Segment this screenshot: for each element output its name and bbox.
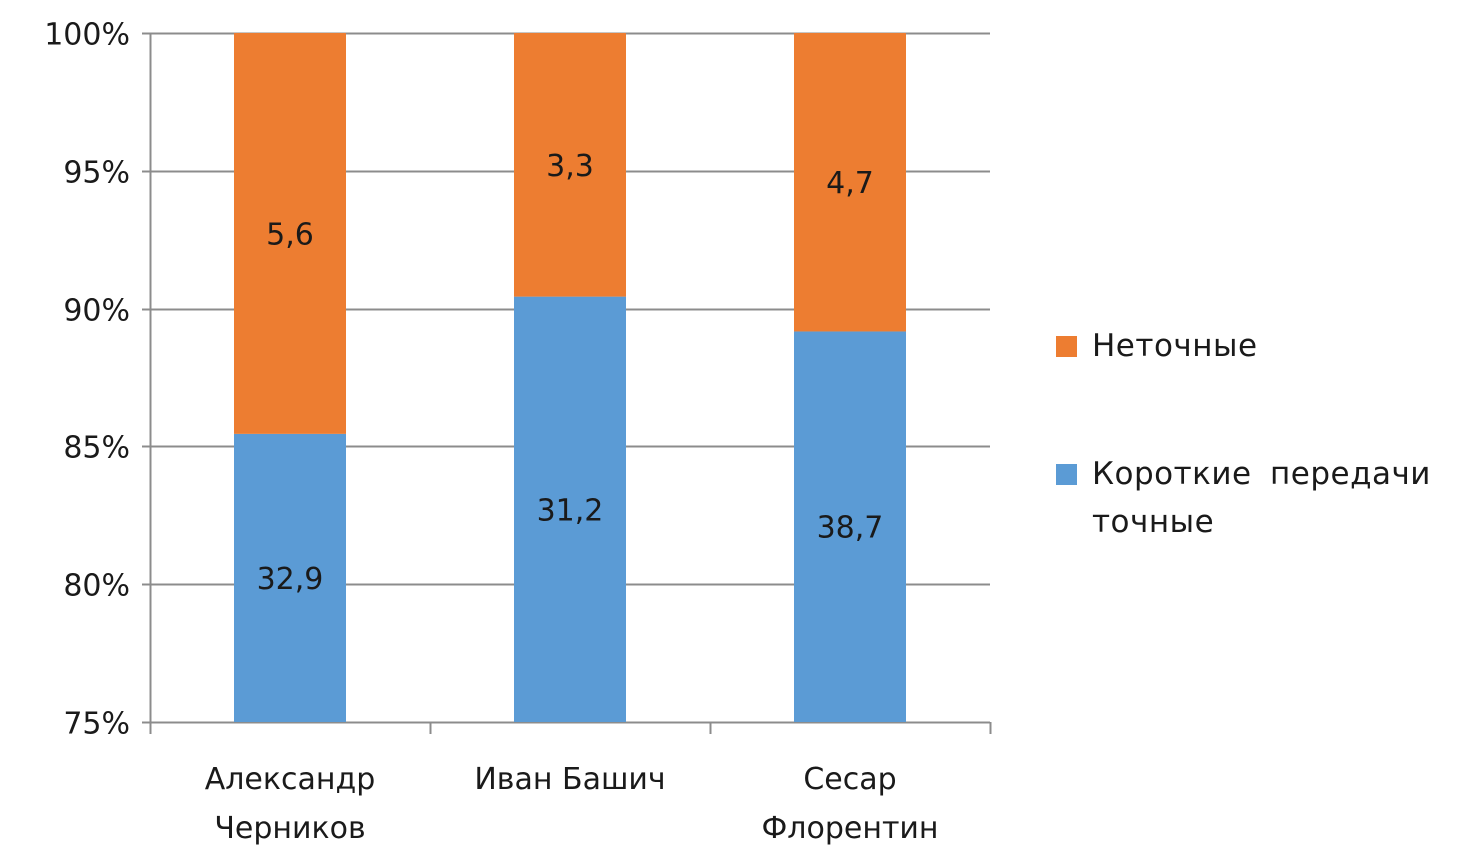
x-tick-label: Иван Башич (474, 762, 665, 797)
bar-segment (514, 33, 626, 297)
bar-segment (514, 296, 626, 722)
x-tick-label: Александр (205, 762, 376, 797)
x-tick-label: Флорентин (761, 811, 938, 846)
data-label: 38,7 (817, 511, 884, 546)
y-tick-label: 80% (63, 569, 130, 604)
data-label: 3,3 (546, 149, 594, 184)
data-label: 31,2 (537, 493, 604, 528)
bar-segment (234, 33, 346, 434)
bar-segment (794, 331, 906, 722)
data-label: 4,7 (826, 166, 874, 201)
legend: Неточные Короткие передачи точные (1056, 322, 1436, 546)
legend-swatch-inaccurate (1056, 336, 1077, 357)
x-tick-label: Сесар (803, 762, 896, 797)
legend-label-inaccurate: Неточные (1092, 328, 1258, 364)
data-label: 32,9 (257, 562, 324, 597)
y-tick-label: 75% (63, 707, 130, 742)
data-label: 5,6 (266, 217, 314, 252)
y-tick-label: 100% (44, 18, 130, 53)
legend-item-accurate: Короткие передачи точные (1056, 450, 1436, 546)
legend-item-inaccurate: Неточные (1056, 322, 1436, 370)
bar-segment (234, 433, 346, 722)
legend-label-accurate: Короткие передачи точные (1092, 456, 1431, 540)
x-tick-label: Черников (214, 811, 365, 846)
legend-swatch-accurate (1056, 464, 1077, 485)
y-tick-label: 95% (63, 156, 130, 191)
bar-segment (794, 33, 906, 332)
y-tick-label: 85% (63, 431, 130, 466)
y-tick-label: 90% (63, 294, 130, 329)
